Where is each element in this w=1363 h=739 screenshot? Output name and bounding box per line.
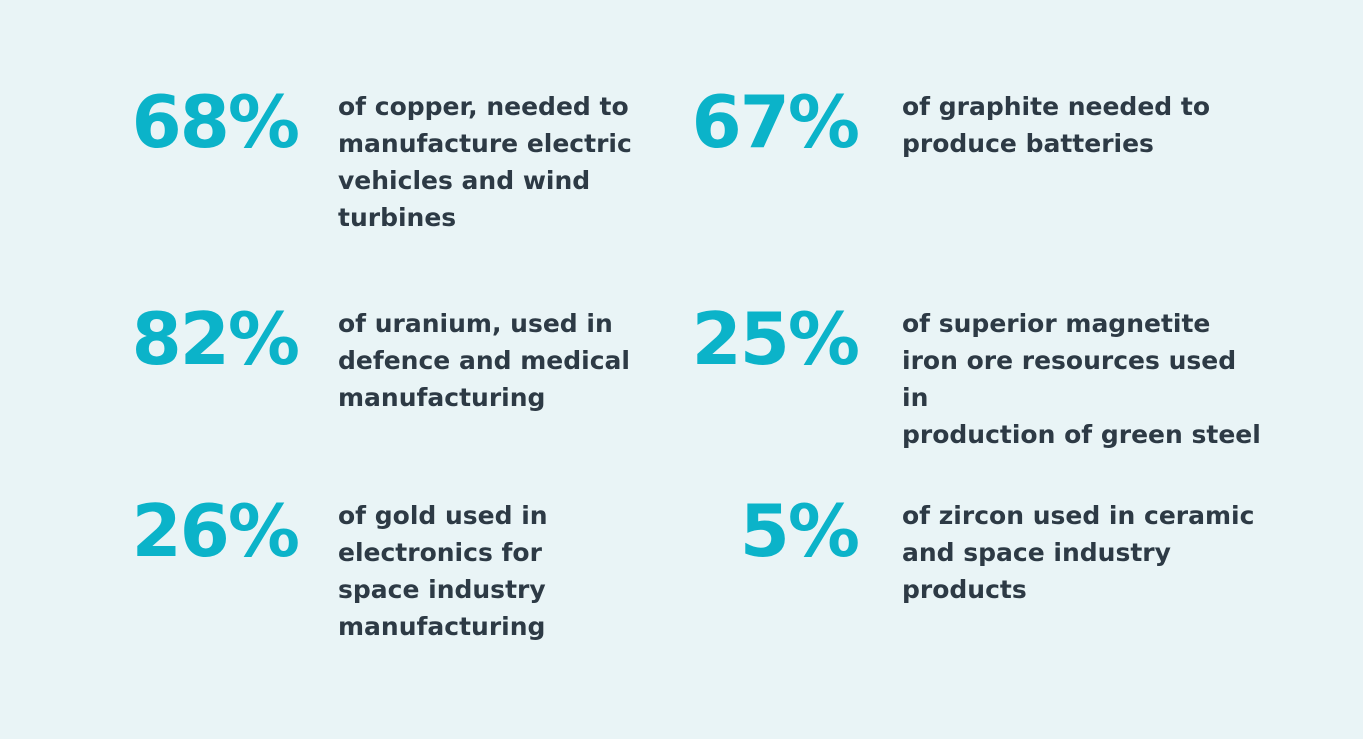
stat-magnetite: 25% of superior magnetite iron ore resou…: [0, 303, 1363, 463]
stat-value: 5%: [739, 489, 860, 573]
stat-value: 68%: [131, 80, 300, 164]
stat-description: of uranium, used in defence and medical …: [338, 309, 630, 412]
stat-copper: 68% of copper, needed to manufacture ele…: [0, 86, 1363, 246]
stat-description: of graphite needed to produce batteries: [902, 92, 1211, 158]
stat-value: 26%: [131, 489, 300, 573]
stat-value: 67%: [691, 80, 860, 164]
stat-value: 25%: [691, 297, 860, 381]
stat-gold: 26% of gold used in electronics for spac…: [0, 495, 1363, 655]
stat-description: of superior magnetite iron ore resources…: [902, 309, 1261, 449]
stat-description: of gold used in electronics for space in…: [338, 501, 548, 641]
stat-description: of zircon used in ceramic and space indu…: [902, 501, 1255, 604]
stat-graphite: 67% of graphite needed to produce batter…: [0, 86, 1363, 246]
stat-zircon: 5% of zircon used in ceramic and space i…: [0, 495, 1363, 655]
stat-description: of copper, needed to manufacture electri…: [338, 92, 632, 232]
stat-value: 82%: [131, 297, 300, 381]
stat-uranium: 82% of uranium, used in defence and medi…: [0, 303, 1363, 463]
